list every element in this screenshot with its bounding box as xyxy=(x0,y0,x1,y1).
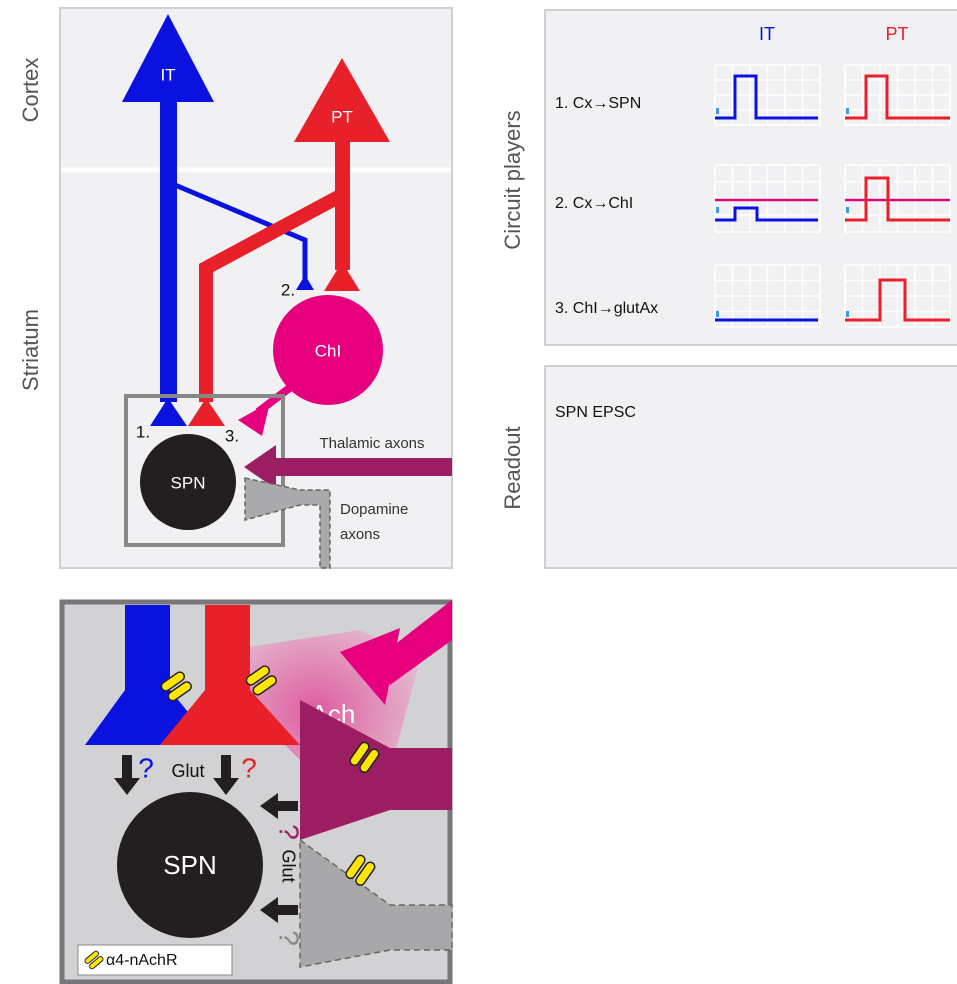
region-label: Cortex xyxy=(18,58,43,123)
dopamine-label: axons xyxy=(340,526,380,543)
row-label: 3. ChI→glutAx xyxy=(555,300,658,317)
spn-label: SPN xyxy=(171,473,206,492)
question-mark: ? xyxy=(274,930,305,946)
site-label: 3. xyxy=(225,426,239,445)
question-mark: ? xyxy=(274,824,305,840)
pt-label: PT xyxy=(331,107,353,126)
column-header: IT xyxy=(759,24,775,44)
glut-label: Glut xyxy=(171,761,204,781)
readout-label: SPN EPSC xyxy=(555,404,636,421)
row-label: 1. Cx→SPN xyxy=(555,95,641,112)
panel-b xyxy=(545,10,957,345)
row-label: 2. Cx→ChI xyxy=(555,195,633,212)
chi-label: ChI xyxy=(315,341,341,360)
panel-title: Circuit players xyxy=(500,110,525,249)
column-header: PT xyxy=(885,24,908,44)
panel-title: Readout xyxy=(500,426,525,509)
figure: Cortex Striatum IT PT 2. ChI 1. 3. Thala… xyxy=(0,0,957,984)
dopamine-label: Dopamine xyxy=(340,501,408,518)
spn-label: SPN xyxy=(163,850,216,880)
legend-label: α4-nAchR xyxy=(106,952,178,969)
question-mark: ? xyxy=(138,752,154,783)
it-label: IT xyxy=(160,65,175,84)
region-label: Striatum xyxy=(18,309,43,391)
site-label: 2. xyxy=(281,280,295,299)
panel-c xyxy=(545,366,957,568)
it-axon xyxy=(160,100,177,402)
site-label: 1. xyxy=(136,422,150,441)
question-mark: ? xyxy=(241,752,257,783)
glut-label: Glut xyxy=(278,849,298,882)
thalamic-label: Thalamic axons xyxy=(319,435,424,452)
thalamic-axon xyxy=(272,458,452,476)
